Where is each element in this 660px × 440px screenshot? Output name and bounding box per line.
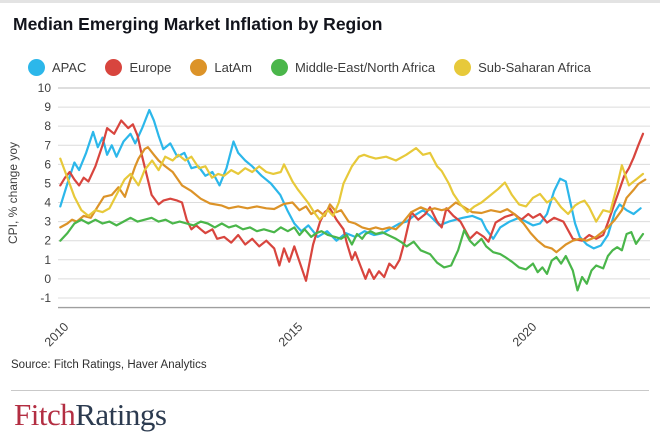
- legend-label: LatAm: [214, 60, 252, 75]
- inflation-line-chart: -1 0 1 2 3 4 5 6 7 8 9 10 2010 2015 2020 CPI, % change …: [6, 83, 650, 350]
- y-tick-label-2: 2: [44, 234, 51, 248]
- legend-item-latam: LatAm: [190, 59, 252, 76]
- footer-divider: [11, 390, 649, 391]
- x-tick-label-2010: 2010: [42, 320, 72, 350]
- series-line-latam: [59, 146, 647, 254]
- y-tick-label-9: 9: [44, 100, 51, 114]
- y-tick-label--1: -1: [40, 291, 51, 305]
- legend-label: Europe: [129, 60, 172, 75]
- sub-saharan-africa-legend-dot-icon: [454, 59, 472, 76]
- legend-label: Middle-East/North Africa: [294, 60, 436, 75]
- europe-legend-dot-icon: [105, 59, 123, 76]
- y-axis-title: CPI, % change yoy: [6, 142, 20, 244]
- y-tick-label-7: 7: [44, 138, 51, 152]
- middle-east-north-africa-legend-dot-icon: [270, 59, 288, 76]
- y-tick-label-5: 5: [44, 176, 51, 190]
- legend-item-apac: APAC: [28, 59, 86, 76]
- series-line-apac: [59, 108, 642, 250]
- series-line-europe: [59, 119, 645, 282]
- y-tick-label-4: 4: [44, 196, 51, 210]
- legend-item-europe: Europe: [105, 59, 171, 76]
- y-tick-label-1: 1: [44, 253, 51, 267]
- x-tick-label-2020: 2020: [510, 320, 540, 350]
- y-tick-label-0: 0: [44, 272, 51, 286]
- apac-legend-dot-icon: [28, 59, 45, 76]
- legend-item-middle-east-north-africa: Middle-East/North Africa: [270, 59, 436, 76]
- legend: APAC Europe LatAm Middle-East/North Africa S…: [28, 59, 591, 76]
- legend-label: Sub-Saharan Africa: [478, 60, 591, 75]
- y-tick-label-3: 3: [44, 215, 51, 229]
- logo-fitch-text: Fitch: [14, 397, 76, 432]
- page-title: Median Emerging Market Inflation by Regi…: [13, 14, 383, 34]
- legend-label: APAC: [52, 60, 87, 75]
- logo-ratings-text: Ratings: [75, 397, 167, 432]
- y-tick-label-6: 6: [44, 157, 51, 171]
- y-tick-label-8: 8: [44, 119, 51, 133]
- latam-legend-dot-icon: [190, 59, 208, 76]
- series-line-sub-saharan-africa: [59, 146, 645, 223]
- series-line-middle-east-north-africa: [59, 216, 645, 292]
- legend-item-sub-saharan-africa: Sub-Saharan Africa: [454, 59, 591, 76]
- fitch-ratings-logo: FitchRatings: [14, 397, 167, 433]
- y-tick-label-10: 10: [38, 83, 52, 95]
- source-note: Source: Fitch Ratings, Haver Analytics: [11, 359, 207, 371]
- x-tick-label-2015: 2015: [276, 320, 306, 350]
